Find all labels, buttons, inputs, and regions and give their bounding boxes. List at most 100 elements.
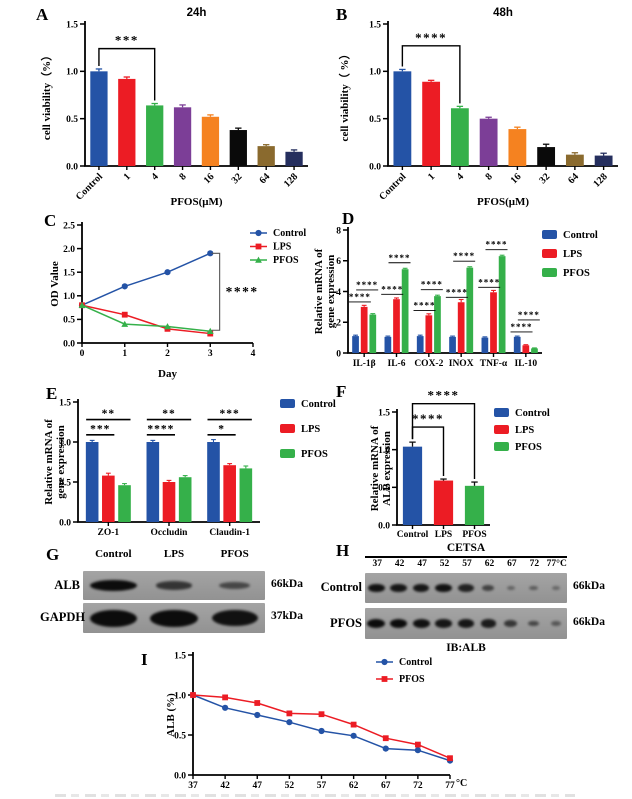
svg-text:2: 2 [336,319,341,329]
bar-16 [201,116,220,166]
bar-PFOS-ZO-1 [118,485,131,522]
chart-title: 24h [187,7,207,19]
bar-128 [285,151,303,166]
svg-text:0.0: 0.0 [63,339,75,349]
blot-band [550,621,561,626]
blot-band [389,619,408,628]
panel-d-chart: 0 2 4 6 8 Relative mRNA of gene expression IL-1… [313,226,598,369]
bar-Control [90,71,108,166]
bar-PFOS-IL-10 [531,348,538,353]
bar-32 [229,130,247,166]
svg-text:0.0: 0.0 [66,162,78,172]
bar-LPS-Occludin [162,482,176,522]
panel-d-letter: D [342,209,355,228]
bar-4 [146,105,164,166]
blot-band [211,609,258,627]
bar-64 [257,146,275,166]
x-unit-label: °C [456,778,467,789]
legend-swatch-pfos [494,442,509,451]
bar-16 [508,129,527,166]
svg-text:1: 1 [426,171,437,182]
svg-text:47: 47 [253,781,263,791]
svg-text:1: 1 [122,171,133,182]
svg-text:64: 64 [566,171,581,186]
svg-text:ZO-1: ZO-1 [98,528,120,538]
svg-text:Occludin: Occludin [151,528,189,538]
svg-text:0.0: 0.0 [378,521,390,531]
svg-text:Control: Control [74,171,105,202]
bar-LPS-COX-2 [425,315,433,353]
bar-1 [118,78,136,166]
panel-i-alb-melt-curve: 0.0 0.5 1.0 1.5 ALB (%) 37 42 47 52 57 62 67 72 77 °C C… [130,650,550,799]
bar-Control-INOX [449,336,456,353]
blot-band [156,581,192,590]
svg-text:8: 8 [336,226,341,236]
svg-text:4: 4 [251,349,256,359]
panel-c-od-value: 0.0 0.5 1.0 1.5 2.0 2.5 OD Value Day 0 1 2 3 4 **** Co… [40,212,340,387]
svg-text:128: 128 [591,171,609,189]
svg-text:42: 42 [220,781,230,791]
svg-text:8: 8 [483,171,494,182]
bar-LPS-ZO-1 [102,475,115,522]
temp-label: 77°C [546,559,567,569]
bar-128 [594,155,613,166]
svg-text:****: **** [381,284,403,294]
blot-band [458,584,474,592]
svg-text:***: *** [90,423,110,435]
panel-d-inflammatory-genes: 0 2 4 6 8 Relative mRNA of gene expression IL-1… [310,210,632,390]
svg-text:64: 64 [257,171,272,186]
blot-band [435,619,452,628]
legend-label: Control [515,408,550,419]
kda-label: 37kDa [271,610,303,622]
series-line-Control [81,252,211,306]
panel-f-alb-mrna: 0.0 0.5 1.0 1.5 Relative mRNA of ALB expressi… [330,383,632,550]
blot-band [527,620,539,627]
blot-band [390,583,407,593]
bar-LPS-IL-10 [522,345,530,353]
kda-label: 66kDa [573,580,605,592]
svg-text:32: 32 [537,171,552,186]
svg-text:37: 37 [188,781,198,791]
y-axis-label: cell viability（ %） [338,49,351,142]
svg-text:**: ** [102,408,116,420]
bar-PFOS-TNF-α [498,256,506,353]
svg-text:4: 4 [336,288,341,298]
legend-swatch-lps [542,249,557,258]
blot-band [457,619,475,628]
panel-i-letter: I [141,650,148,669]
ib-alb-label: IB:ALB [446,642,486,654]
bar-8 [173,107,192,166]
svg-text:2.0: 2.0 [63,245,75,255]
row-label-alb: ALB [54,577,80,592]
bar-LPS [433,480,454,525]
svg-text:32: 32 [230,171,245,186]
svg-text:****: **** [486,240,508,250]
svg-text:0.0: 0.0 [59,518,71,528]
panel-a-viability-24h: 0.0 0.5 1.0 1.5 cell viability（%） 24h PFOS(μM)… [30,4,320,215]
svg-text:1.0: 1.0 [378,446,390,456]
svg-text:52: 52 [285,781,295,791]
temp-label: 62 [484,559,495,569]
svg-text:6: 6 [336,257,341,267]
blot-band [506,585,516,591]
panel-g-western-blot: Control LPS PFOS ALB 66kDa GAPDH 37kDa [40,545,320,653]
bar-64 [565,154,584,166]
bar-LPS-IL-1β [360,306,368,353]
blot-band [219,581,250,590]
legend-swatch-pfos [280,449,295,458]
svg-text:**: ** [162,408,176,420]
svg-text:IL-1β: IL-1β [353,359,376,369]
svg-text:****: **** [356,280,378,290]
panel-g-letter: G [46,545,60,564]
series-line-PFOS [81,304,211,332]
series-line-LPS [81,304,211,335]
temp-label: 42 [394,559,405,569]
svg-text:1.5: 1.5 [59,398,71,408]
svg-text:1.0: 1.0 [59,438,71,448]
svg-text:128: 128 [282,171,300,189]
panel-f-chart: 0.0 0.5 1.0 1.5 Relative mRNA of ALB expressi… [369,388,550,540]
legend-label: LPS [301,424,320,435]
svg-text:****: **** [518,310,540,320]
row-label-control: Control [320,580,362,594]
row-label-pfos: PFOS [330,615,362,630]
